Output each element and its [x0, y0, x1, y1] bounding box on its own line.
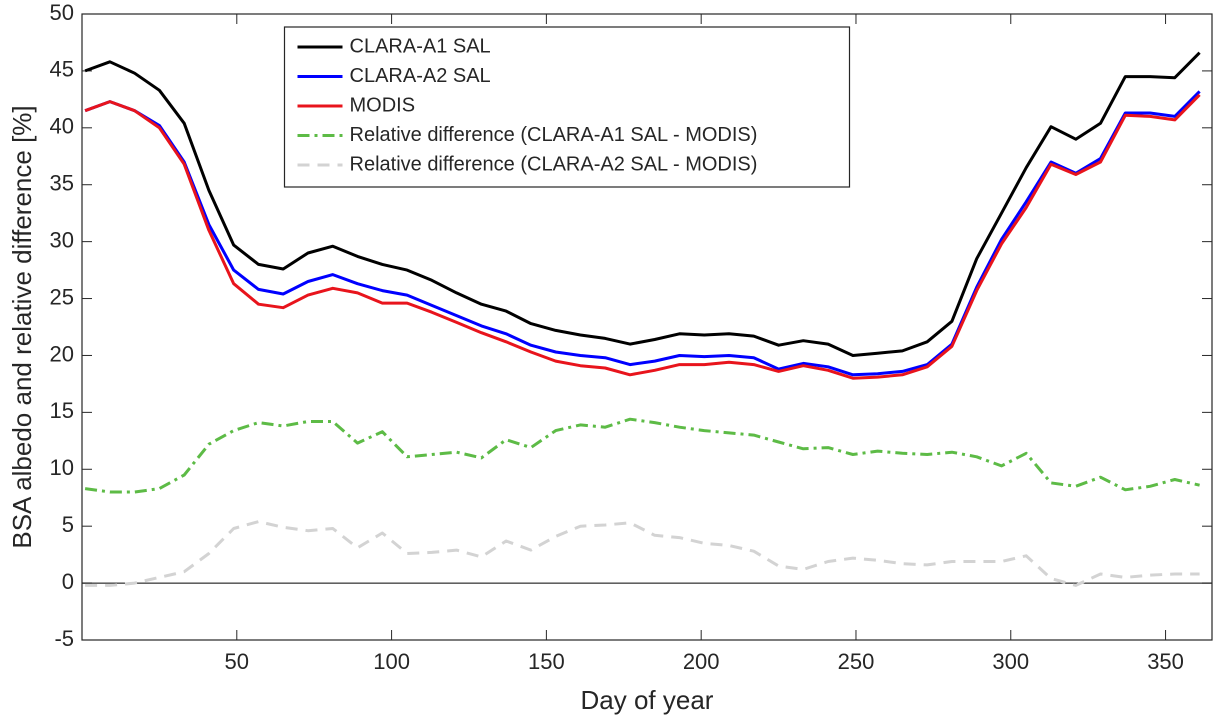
y-tick-label: -5 — [54, 626, 74, 651]
x-tick-label: 200 — [683, 649, 720, 674]
legend-box — [283, 26, 851, 188]
legend-label: CLARA-A1 SAL — [350, 35, 491, 57]
y-tick-label: 35 — [50, 171, 74, 196]
y-tick-label: 45 — [50, 57, 74, 82]
x-tick-label: 100 — [373, 649, 410, 674]
plot-frame — [81, 13, 1213, 641]
x-tick-label: 150 — [528, 649, 565, 674]
legend-label: CLARA-A2 SAL — [350, 65, 491, 87]
legend: CLARA-A1 SAL CLARA-A2 SAL MODIS Relative di… — [283, 26, 851, 188]
y-tick-label: 0 — [62, 569, 74, 594]
x-tick-label: 300 — [992, 649, 1029, 674]
y-tick-label: 15 — [50, 398, 74, 423]
series-line — [85, 520, 1200, 587]
x-tick-label: 350 — [1147, 649, 1184, 674]
y-tick-label: 50 — [50, 0, 74, 25]
series-line — [84, 93, 1201, 380]
series-line — [84, 417, 1200, 494]
y-tick-label: 40 — [50, 114, 74, 139]
y-tick-label: 5 — [62, 512, 74, 537]
legend-label: Relative difference (CLARA-A1 SAL - MODI… — [350, 124, 758, 146]
series-line — [84, 90, 1201, 377]
legend-label: Relative difference (CLARA-A2 SAL - MODI… — [350, 153, 758, 175]
y-tick-label: 10 — [50, 455, 74, 480]
x-tick-label: 50 — [225, 649, 249, 674]
y-tick-label: 20 — [50, 341, 74, 366]
x-tick-label: 250 — [838, 649, 875, 674]
y-axis-label: BSA albedo and relative difference [%] — [7, 105, 37, 548]
y-tick-label: 25 — [50, 284, 74, 309]
x-axis-label: Day of year — [581, 685, 714, 715]
series-line — [84, 51, 1201, 357]
legend-label: MODIS — [350, 94, 416, 116]
y-tick-label: 30 — [50, 227, 74, 252]
